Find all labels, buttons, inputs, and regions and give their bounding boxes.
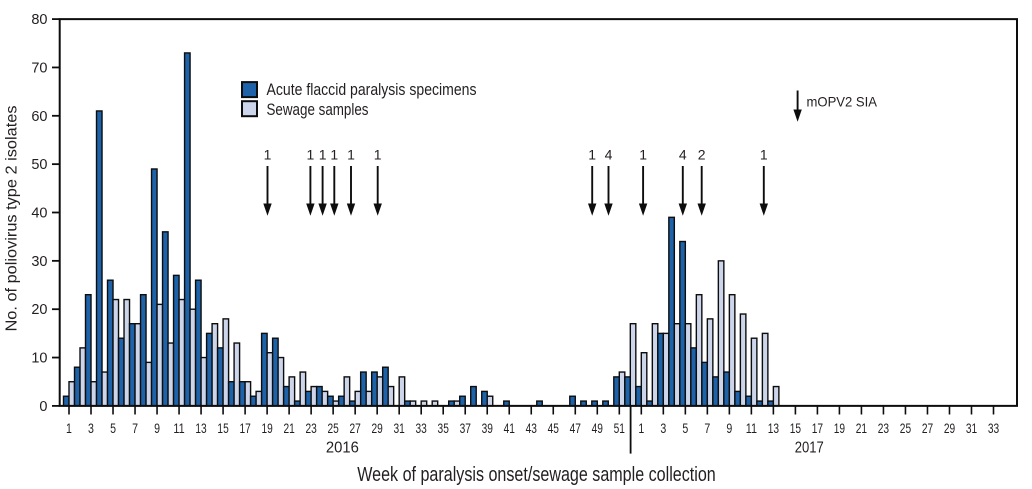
svg-text:60: 60 (31, 109, 47, 125)
svg-text:31: 31 (966, 420, 977, 436)
svg-text:33: 33 (988, 420, 999, 436)
svg-text:25: 25 (327, 420, 338, 436)
svg-text:33: 33 (416, 420, 427, 436)
svg-text:13: 13 (195, 420, 206, 436)
svg-text:4: 4 (605, 147, 613, 163)
svg-text:43: 43 (526, 420, 537, 436)
svg-text:15: 15 (217, 420, 228, 436)
svg-text:47: 47 (570, 420, 581, 436)
svg-text:1: 1 (760, 147, 768, 163)
svg-text:11: 11 (173, 420, 184, 436)
svg-text:7: 7 (132, 420, 138, 436)
svg-text:35: 35 (438, 420, 449, 436)
svg-text:0: 0 (39, 399, 47, 415)
svg-text:11: 11 (746, 420, 757, 436)
svg-text:13: 13 (768, 420, 779, 436)
svg-text:21: 21 (856, 420, 867, 436)
svg-text:4: 4 (679, 147, 687, 163)
svg-text:80: 80 (31, 12, 47, 28)
svg-text:No. of poliovirus type 2 isola: No. of poliovirus type 2 isolates (4, 106, 21, 332)
svg-text:27: 27 (922, 420, 933, 436)
svg-text:Sewage samples: Sewage samples (267, 100, 369, 119)
svg-text:5: 5 (110, 420, 116, 436)
svg-text:3: 3 (660, 420, 666, 436)
svg-text:29: 29 (944, 420, 955, 436)
svg-text:31: 31 (394, 420, 405, 436)
svg-text:2017: 2017 (795, 440, 824, 457)
svg-text:2016: 2016 (326, 440, 359, 457)
svg-text:1: 1 (638, 420, 644, 436)
svg-text:7: 7 (704, 420, 710, 436)
svg-text:40: 40 (31, 206, 47, 222)
svg-text:Week of paralysis onset/sewage: Week of paralysis onset/sewage sample co… (357, 464, 716, 486)
svg-text:5: 5 (682, 420, 688, 436)
svg-text:9: 9 (726, 420, 732, 436)
svg-text:70: 70 (31, 60, 47, 76)
svg-text:1: 1 (319, 147, 327, 163)
svg-text:1: 1 (639, 147, 647, 163)
svg-text:19: 19 (261, 420, 272, 436)
svg-text:51: 51 (614, 420, 625, 436)
svg-text:23: 23 (305, 420, 316, 436)
svg-text:45: 45 (548, 420, 559, 436)
svg-text:9: 9 (154, 420, 160, 436)
svg-text:15: 15 (790, 420, 801, 436)
svg-text:41: 41 (504, 420, 515, 436)
svg-text:17: 17 (812, 420, 823, 436)
svg-text:1: 1 (307, 147, 315, 163)
svg-text:25: 25 (900, 420, 911, 436)
svg-text:1: 1 (588, 147, 596, 163)
svg-text:50: 50 (31, 157, 47, 173)
svg-text:30: 30 (31, 254, 47, 270)
svg-text:1: 1 (66, 420, 72, 436)
svg-text:3: 3 (88, 420, 94, 436)
svg-text:21: 21 (283, 420, 294, 436)
svg-text:10: 10 (31, 351, 47, 367)
svg-text:mOPV2 SIA: mOPV2 SIA (807, 94, 878, 110)
svg-text:2: 2 (698, 147, 706, 163)
svg-text:1: 1 (264, 147, 272, 163)
svg-text:17: 17 (239, 420, 250, 436)
svg-text:23: 23 (878, 420, 889, 436)
svg-text:1: 1 (374, 147, 382, 163)
svg-text:1: 1 (330, 147, 338, 163)
svg-text:39: 39 (482, 420, 493, 436)
svg-text:20: 20 (31, 302, 47, 318)
svg-text:49: 49 (592, 420, 603, 436)
svg-text:Acute flaccid paralysis specim: Acute flaccid paralysis specimens (267, 80, 477, 99)
svg-text:27: 27 (350, 420, 361, 436)
svg-text:19: 19 (834, 420, 845, 436)
svg-text:29: 29 (372, 420, 383, 436)
svg-text:1: 1 (347, 147, 355, 163)
svg-text:37: 37 (460, 420, 471, 436)
